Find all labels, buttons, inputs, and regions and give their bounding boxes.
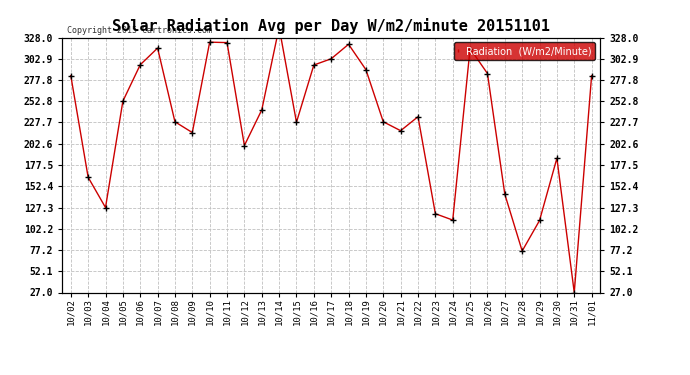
Legend: Radiation  (W/m2/Minute): Radiation (W/m2/Minute) (454, 42, 595, 60)
Title: Solar Radiation Avg per Day W/m2/minute 20151101: Solar Radiation Avg per Day W/m2/minute … (112, 18, 550, 33)
Text: Copyright 2015 Cartronics.com: Copyright 2015 Cartronics.com (68, 26, 213, 35)
